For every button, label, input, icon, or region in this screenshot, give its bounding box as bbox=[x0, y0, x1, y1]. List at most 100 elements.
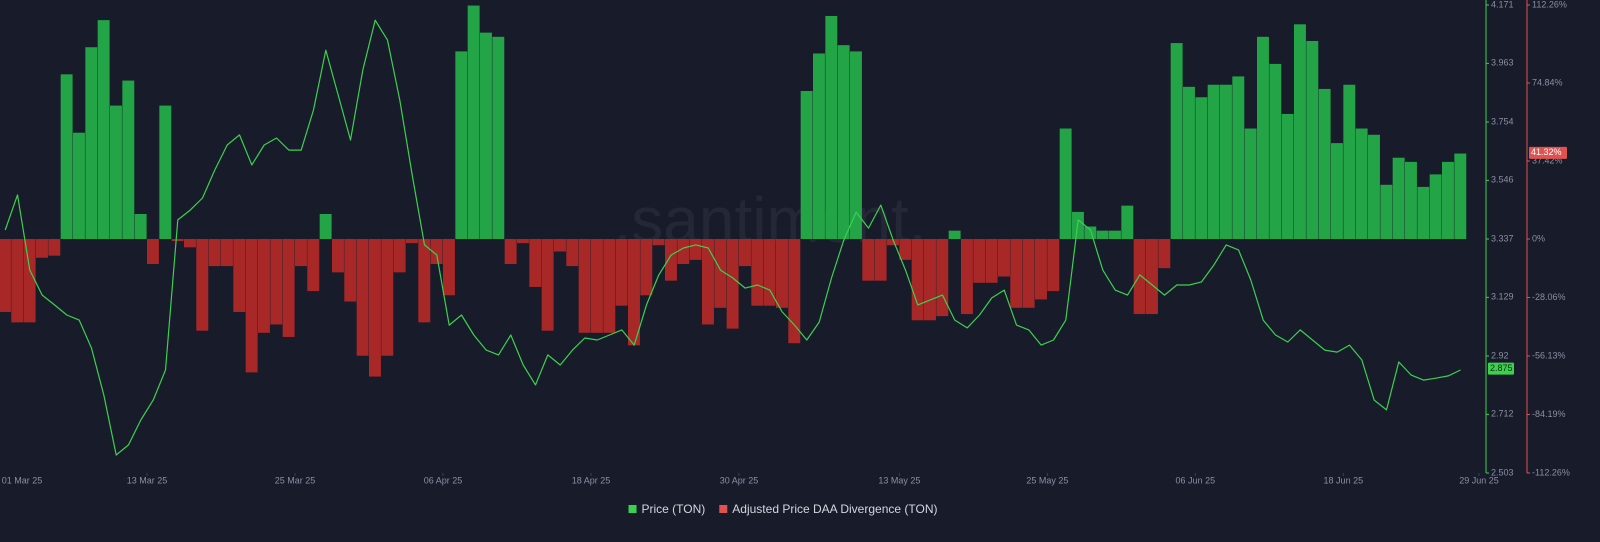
bar bbox=[0, 239, 11, 312]
bar bbox=[467, 5, 480, 239]
bar bbox=[443, 239, 455, 296]
bar bbox=[369, 239, 381, 377]
bar bbox=[763, 239, 776, 306]
bar bbox=[1084, 226, 1097, 239]
bar bbox=[171, 239, 184, 242]
bar bbox=[1133, 239, 1146, 315]
x-tick-label: 13 Mar 25 bbox=[127, 475, 168, 485]
bar bbox=[1392, 157, 1405, 239]
bar bbox=[381, 239, 394, 356]
bar bbox=[110, 105, 122, 240]
bar bbox=[1022, 239, 1035, 308]
bar bbox=[739, 239, 751, 267]
y2-tick-label: 37.42% bbox=[1532, 155, 1563, 165]
bar bbox=[1010, 239, 1023, 308]
legend-swatch bbox=[719, 505, 728, 513]
bar bbox=[652, 239, 665, 246]
bar bbox=[1405, 161, 1417, 239]
bar bbox=[1183, 86, 1195, 239]
price-line bbox=[4, 19, 1461, 456]
y2-tick-label: 0% bbox=[1532, 233, 1545, 243]
bar bbox=[332, 239, 344, 273]
legend-swatch bbox=[628, 505, 637, 513]
x-tick-label: 25 May 25 bbox=[1026, 475, 1068, 485]
legend-label: Price (TON) bbox=[642, 502, 706, 516]
bar bbox=[1368, 134, 1380, 239]
x-tick-label: 30 Apr 25 bbox=[720, 475, 759, 485]
bar bbox=[936, 239, 949, 317]
y-tick-label: 3.546 bbox=[1491, 175, 1514, 185]
bar bbox=[1429, 174, 1442, 239]
bar bbox=[1331, 143, 1343, 239]
bar bbox=[1244, 128, 1257, 239]
y-tick-label: 3.337 bbox=[1491, 233, 1514, 243]
bar bbox=[1355, 128, 1368, 239]
bar bbox=[825, 15, 838, 240]
bar bbox=[406, 239, 418, 244]
bar bbox=[566, 239, 579, 267]
bar bbox=[591, 239, 603, 333]
x-tick-label: 29 Jun 25 bbox=[1459, 475, 1499, 485]
bar bbox=[1343, 84, 1356, 239]
bar bbox=[36, 239, 48, 258]
x-tick-label: 18 Apr 25 bbox=[572, 475, 611, 485]
bar bbox=[628, 239, 640, 346]
bar bbox=[874, 239, 887, 281]
bar bbox=[1442, 161, 1454, 239]
bar bbox=[134, 213, 147, 239]
bar bbox=[1281, 113, 1294, 239]
bar bbox=[1417, 186, 1430, 239]
x-tick-label: 01 Mar 25 bbox=[2, 475, 43, 485]
legend: Price (TON) Adjusted Price DAA Divergence… bbox=[628, 502, 937, 516]
bar bbox=[208, 239, 221, 267]
y-tick-label: 3.129 bbox=[1491, 292, 1514, 302]
bar bbox=[282, 239, 295, 337]
y2-tick-label: -112.26% bbox=[1532, 467, 1570, 477]
bar bbox=[689, 239, 702, 260]
bar bbox=[813, 53, 825, 239]
bar bbox=[985, 239, 998, 283]
y-tick-label: 2.712 bbox=[1491, 409, 1514, 419]
bar bbox=[480, 32, 492, 239]
bar bbox=[1059, 128, 1072, 239]
y2-tick-label: -28.06% bbox=[1532, 292, 1566, 302]
bar bbox=[319, 213, 332, 239]
bar bbox=[554, 239, 566, 252]
bar bbox=[196, 239, 209, 331]
bar bbox=[1232, 76, 1245, 239]
bar bbox=[356, 239, 369, 356]
bar bbox=[800, 91, 813, 239]
bar bbox=[344, 239, 357, 302]
legend-label: Adjusted Price DAA Divergence (TON) bbox=[732, 502, 937, 516]
bar bbox=[1294, 24, 1306, 240]
bar bbox=[307, 239, 320, 292]
bar bbox=[1380, 184, 1393, 239]
bar bbox=[665, 239, 677, 281]
x-tick-label: 06 Jun 25 bbox=[1176, 475, 1216, 485]
x-tick-label: 13 May 25 bbox=[878, 475, 920, 485]
bar bbox=[221, 239, 233, 267]
bar bbox=[615, 239, 628, 306]
bar bbox=[924, 239, 936, 321]
bar bbox=[1096, 230, 1109, 239]
bar bbox=[97, 20, 110, 239]
bar bbox=[85, 47, 98, 239]
bar bbox=[1454, 153, 1467, 239]
bar bbox=[455, 51, 468, 240]
bar bbox=[837, 45, 850, 239]
bar bbox=[1170, 43, 1183, 240]
bar bbox=[948, 230, 961, 239]
bar bbox=[517, 239, 529, 244]
bar bbox=[270, 239, 283, 325]
bar bbox=[147, 239, 159, 265]
bar bbox=[529, 239, 542, 287]
bar bbox=[1220, 84, 1232, 239]
bar bbox=[504, 239, 517, 265]
bar bbox=[640, 239, 653, 296]
bar bbox=[1047, 239, 1060, 292]
bar bbox=[776, 239, 788, 308]
bar bbox=[258, 239, 270, 333]
bar bbox=[295, 239, 307, 267]
bar bbox=[911, 239, 924, 321]
